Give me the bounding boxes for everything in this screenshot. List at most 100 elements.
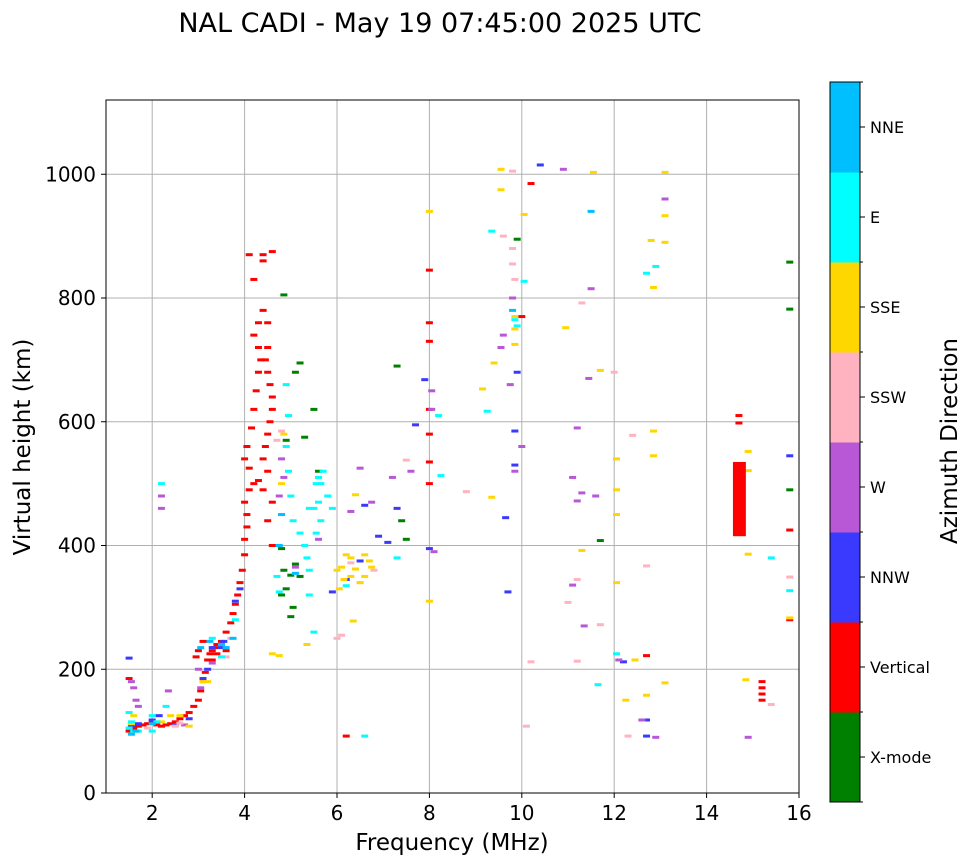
point-sse bbox=[631, 658, 639, 662]
point-vertical bbox=[268, 500, 276, 504]
point-vertical bbox=[213, 643, 221, 646]
point-sse bbox=[562, 326, 570, 330]
point-w bbox=[127, 680, 135, 684]
point-sse bbox=[497, 188, 505, 192]
point-vertical bbox=[758, 680, 766, 684]
point-sse bbox=[278, 482, 286, 486]
point-ssw bbox=[578, 301, 586, 305]
point-w bbox=[275, 494, 283, 498]
point-xmode bbox=[278, 547, 286, 551]
point-nnw bbox=[511, 463, 519, 467]
point-sse bbox=[744, 552, 752, 556]
point-vertical bbox=[264, 370, 272, 374]
point-ssw bbox=[338, 633, 346, 637]
colorbar-label: E bbox=[870, 208, 880, 227]
point-e bbox=[317, 519, 325, 523]
point-sse bbox=[649, 285, 657, 289]
point-ssw bbox=[176, 721, 184, 725]
point-xmode bbox=[596, 539, 604, 543]
point-e bbox=[284, 469, 292, 473]
point-vertical bbox=[241, 457, 249, 461]
point-nnw bbox=[199, 677, 207, 681]
point-e bbox=[324, 494, 332, 498]
point-vertical bbox=[222, 630, 230, 634]
point-w bbox=[130, 686, 138, 690]
point-ssw bbox=[402, 458, 410, 462]
colorbar-swatch bbox=[830, 262, 860, 353]
point-nnw bbox=[421, 378, 429, 382]
point-vertical bbox=[266, 383, 274, 387]
point-ssw bbox=[573, 659, 581, 663]
point-nne bbox=[148, 722, 156, 726]
point-vertical bbox=[194, 698, 202, 702]
point-ssw bbox=[273, 438, 281, 442]
point-vertical bbox=[185, 711, 193, 715]
point-e bbox=[275, 590, 283, 594]
point-vertical bbox=[259, 488, 267, 492]
point-vertical bbox=[245, 466, 253, 470]
point-w bbox=[407, 469, 415, 473]
point-sse bbox=[351, 567, 359, 571]
point-ssw bbox=[786, 575, 794, 579]
point-nne bbox=[509, 308, 517, 312]
point-ssw bbox=[610, 370, 618, 374]
point-vertical bbox=[758, 698, 766, 702]
point-e bbox=[305, 506, 313, 510]
colorbar-label: W bbox=[870, 478, 886, 497]
point-xmode bbox=[296, 361, 304, 365]
colorbar-label: Vertical bbox=[870, 658, 930, 677]
point-vertical bbox=[268, 250, 276, 254]
point-sse bbox=[596, 368, 604, 372]
point-e bbox=[393, 556, 401, 560]
point-ssw bbox=[347, 561, 355, 565]
point-ssw bbox=[462, 490, 470, 494]
point-w bbox=[157, 506, 165, 510]
point-vertical bbox=[425, 460, 433, 464]
point-xmode bbox=[786, 307, 794, 311]
colorbar: X-mode Vertical NNW W SSW SSE E NNE bbox=[829, 81, 931, 803]
point-w bbox=[518, 445, 526, 448]
y-tick-label: 400 bbox=[58, 534, 96, 558]
point-sse bbox=[356, 581, 364, 585]
point-ssw bbox=[144, 726, 152, 730]
point-sse bbox=[613, 488, 621, 492]
point-xmode bbox=[310, 407, 318, 411]
y-tick-label: 0 bbox=[83, 781, 96, 805]
point-nnw bbox=[384, 540, 392, 544]
point-w bbox=[592, 494, 600, 498]
point-sse bbox=[167, 714, 175, 718]
point-sse bbox=[649, 454, 657, 458]
point-w bbox=[638, 718, 646, 722]
point-nnw bbox=[511, 429, 519, 433]
point-vertical bbox=[243, 513, 251, 517]
point-sse bbox=[347, 556, 355, 560]
point-w bbox=[132, 698, 140, 702]
point-e bbox=[488, 229, 496, 233]
point-e bbox=[319, 469, 327, 473]
point-sse bbox=[204, 680, 212, 684]
point-vertical bbox=[259, 253, 267, 257]
x-tick-label: 6 bbox=[331, 801, 344, 825]
chart-title: NAL CADI - May 19 07:45:00 2025 UTC bbox=[178, 8, 701, 39]
colorbar-title: Azimuth Direction bbox=[937, 338, 963, 544]
point-e bbox=[282, 445, 290, 448]
point-vertical bbox=[758, 692, 766, 696]
point-xmode bbox=[280, 293, 288, 297]
point-vertical bbox=[518, 315, 526, 319]
colorbar-swatch bbox=[830, 82, 860, 173]
point-vertical bbox=[250, 333, 258, 337]
point-xmode bbox=[513, 237, 521, 241]
point-vertical bbox=[206, 652, 214, 656]
y-axis-label: Virtual height (km) bbox=[10, 339, 36, 556]
point-w bbox=[428, 389, 436, 393]
point-nnw bbox=[125, 656, 133, 660]
point-w bbox=[615, 658, 623, 662]
colorbar-label: SSE bbox=[870, 298, 900, 317]
point-e bbox=[652, 264, 660, 268]
point-sse bbox=[347, 574, 355, 578]
point-vertical bbox=[264, 469, 272, 473]
point-sse bbox=[661, 214, 669, 218]
point-sse bbox=[303, 643, 311, 646]
point-e bbox=[317, 482, 325, 486]
point-vertical bbox=[190, 704, 198, 708]
